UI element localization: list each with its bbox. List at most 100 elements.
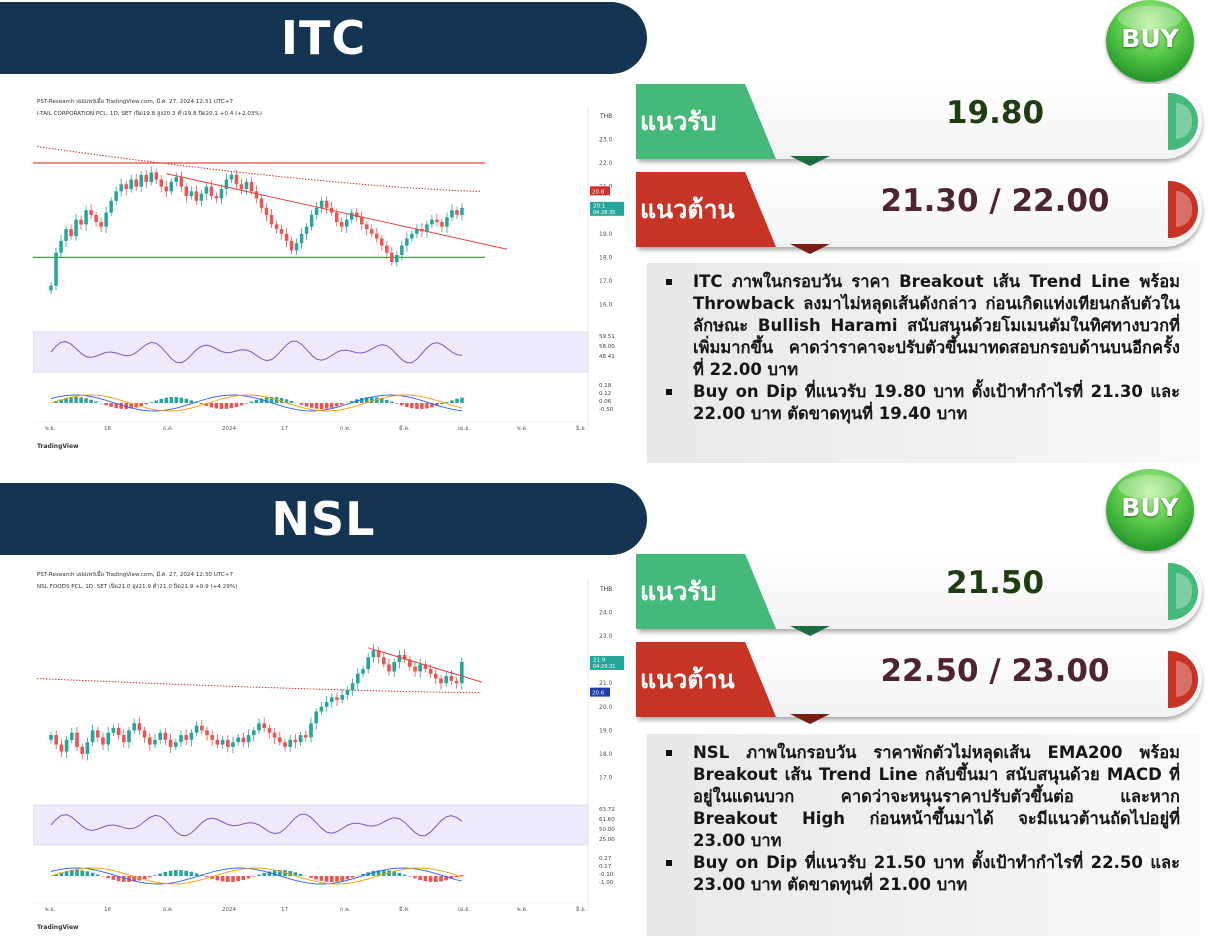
macd-bar xyxy=(252,876,256,877)
candle-body xyxy=(460,208,464,215)
macd-bar xyxy=(143,876,147,879)
candle-body xyxy=(139,175,143,187)
candle-body xyxy=(435,220,439,222)
macd-bar xyxy=(185,399,189,403)
support-bar: แนวรับ 19.80 xyxy=(638,84,1202,159)
macd-bar xyxy=(79,397,83,403)
macd-bar xyxy=(242,876,246,880)
rsi-tag: 58.00 xyxy=(599,344,615,350)
candle-body xyxy=(119,184,123,191)
macd-tag: -1.00 xyxy=(599,880,614,886)
macd-bar xyxy=(164,872,168,876)
candle-body xyxy=(295,243,299,250)
candle-body xyxy=(245,182,249,189)
candle-body xyxy=(134,180,138,187)
macd-bar xyxy=(460,398,464,403)
time-tick-label: ก.พ. xyxy=(340,907,351,913)
candle-body xyxy=(398,655,402,662)
macd-bar xyxy=(158,873,162,876)
price-tick-label: 19.0 xyxy=(599,727,613,734)
macd-bar xyxy=(86,871,90,876)
rsi-tag: 25.00 xyxy=(599,837,615,843)
rsi-tag: 50.00 xyxy=(599,827,615,833)
macd-bar xyxy=(148,876,152,877)
macd-bar xyxy=(380,398,384,403)
candle-body xyxy=(288,740,292,747)
macd-tag: -0.50 xyxy=(599,407,614,413)
candle-body xyxy=(200,194,204,201)
last-time-tag: 04:29:31 xyxy=(593,664,615,670)
macd-bar xyxy=(139,403,143,406)
candle-body xyxy=(250,182,254,191)
candle-body xyxy=(390,253,394,262)
macd-bar xyxy=(299,874,303,876)
macd-bar xyxy=(245,403,249,404)
macd-bar xyxy=(179,870,183,876)
time-tick-label: พ.ค. xyxy=(517,426,528,432)
candle-body xyxy=(122,735,126,742)
macd-bar xyxy=(144,403,148,404)
macd-bar xyxy=(370,397,374,403)
last-time-tag: 04:28:35 xyxy=(593,210,615,216)
resistance-value: 21.30 / 22.00 xyxy=(818,172,1172,230)
macd-tag: 0.12 xyxy=(599,391,611,397)
macd-bar xyxy=(265,397,269,403)
macd-bar xyxy=(230,403,234,408)
macd-bar xyxy=(455,399,459,403)
macd-bar xyxy=(315,403,319,409)
candle-body xyxy=(413,667,417,672)
candle-body xyxy=(230,175,234,180)
candle-body xyxy=(109,201,113,213)
macd-bar xyxy=(335,876,339,882)
macd-bar xyxy=(405,403,409,407)
candle-body xyxy=(387,664,391,671)
macd-bar xyxy=(314,876,318,879)
candle-body xyxy=(320,201,324,208)
candle-body xyxy=(445,217,449,226)
price-tick-label: 17.0 xyxy=(599,775,613,782)
price-tick-label: 16.0 xyxy=(599,302,613,309)
price-tick-label: 20.0 xyxy=(599,704,613,711)
time-tick-label: 16 xyxy=(104,426,111,432)
macd-bar xyxy=(310,403,314,408)
rsi-tag: 48.41 xyxy=(599,354,615,360)
macd-bar xyxy=(273,870,277,876)
macd-bar xyxy=(309,876,313,878)
macd-bar xyxy=(210,403,214,407)
macd-bar xyxy=(215,403,219,408)
support-value: 21.50 xyxy=(818,554,1172,612)
rsi-panel xyxy=(33,332,588,372)
chart-header: PST-Research เผยแพร่เมื่อ TradingView.co… xyxy=(37,97,233,105)
macd-bar xyxy=(346,876,350,879)
candle-body xyxy=(335,697,339,699)
price-chart: PST-Research เผยแพร่เมื่อ TradingView.co… xyxy=(33,565,631,935)
macd-bar xyxy=(415,403,419,409)
rsi-tag: 63.72 xyxy=(599,807,615,813)
candle-body xyxy=(158,733,162,740)
candle-body xyxy=(200,726,204,731)
candle-body xyxy=(215,196,219,198)
ticker-banner: ITC xyxy=(0,2,647,74)
candle-body xyxy=(361,669,365,674)
buy-badge: BUY xyxy=(1106,469,1194,551)
candle-body xyxy=(174,742,178,747)
macd-bar xyxy=(89,400,93,403)
candle-body xyxy=(260,198,264,207)
macd-bar xyxy=(94,401,98,403)
candle-body xyxy=(350,213,354,220)
candle-body xyxy=(425,224,429,231)
macd-bar xyxy=(255,400,259,403)
candle-body xyxy=(101,737,105,744)
macd-bar xyxy=(184,871,188,876)
candle-body xyxy=(294,740,298,742)
candle-body xyxy=(280,229,284,234)
macd-tag: -0.10 xyxy=(599,872,614,878)
macd-bar xyxy=(290,401,294,403)
macd-bar xyxy=(175,397,179,403)
macd-bar xyxy=(325,403,329,409)
macd-tag: 0.06 xyxy=(599,399,612,405)
macd-bar xyxy=(439,876,443,881)
macd-bar xyxy=(70,870,74,876)
candle-body xyxy=(242,737,246,742)
resistance-label: แนวต้าน xyxy=(640,642,735,717)
